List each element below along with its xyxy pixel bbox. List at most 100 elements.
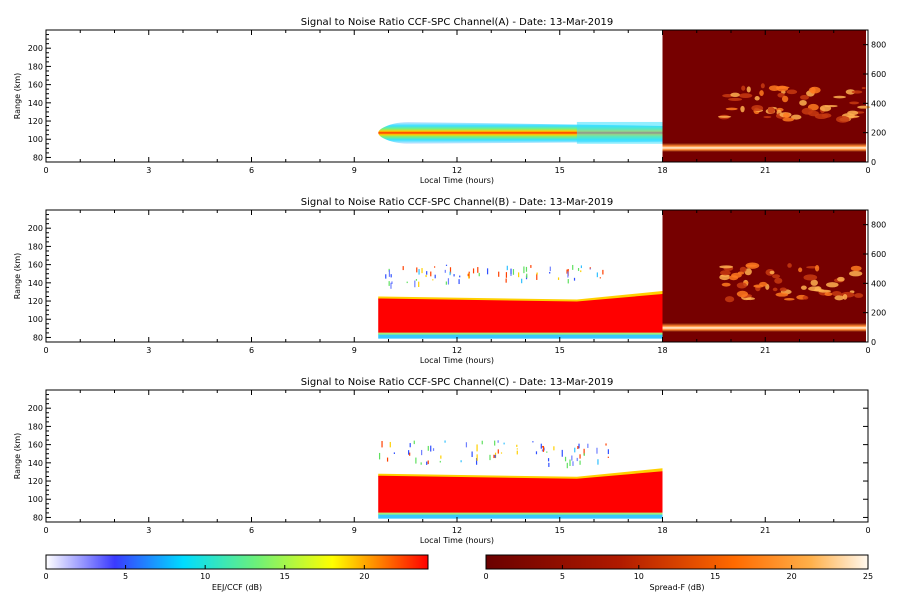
- echo-point: [605, 443, 607, 446]
- plume-blob: [836, 115, 850, 123]
- echo-point: [408, 450, 410, 455]
- echo-point: [430, 445, 432, 452]
- x-tick-label: 0: [43, 526, 48, 535]
- echo-point: [447, 278, 450, 285]
- panel-b: Signal to Noise Ratio CCF-SPC Channel(B)…: [13, 197, 886, 365]
- echo-point: [381, 440, 383, 448]
- echo-point: [416, 267, 418, 273]
- echo-point: [415, 279, 418, 281]
- echo-point: [572, 264, 574, 270]
- plume-blob: [746, 86, 751, 93]
- y2-tick-label: 800: [871, 41, 886, 50]
- echo-point: [596, 272, 598, 278]
- colorbar-label: EEJ/CCF (dB): [212, 583, 262, 592]
- echo-point: [580, 265, 582, 269]
- eej-block: [378, 294, 663, 333]
- y-tick-label: 180: [28, 242, 43, 251]
- plume-blob: [745, 262, 760, 269]
- plume-blob: [847, 110, 859, 116]
- echo-point: [472, 268, 475, 274]
- plume-blob: [768, 85, 780, 92]
- echo-point: [503, 442, 505, 445]
- y-axis-label: Range (km): [13, 253, 22, 300]
- echo-point: [481, 440, 483, 445]
- y-tick-label: 160: [28, 441, 43, 450]
- plume-blob: [808, 86, 821, 94]
- data-layer: [378, 210, 866, 342]
- spread-f-background: [662, 30, 866, 162]
- eej-band-fade: [576, 121, 663, 144]
- plume-blob: [753, 284, 764, 288]
- echo-point: [607, 456, 609, 458]
- echo-point: [567, 271, 569, 278]
- plume-blob: [814, 113, 829, 120]
- plume-blob: [728, 97, 743, 101]
- echo-point: [497, 449, 499, 454]
- spread-f-region: [662, 210, 866, 342]
- x-tick-label: 6: [249, 166, 254, 175]
- y2-axis: 0 200 400 600 800: [863, 41, 886, 167]
- plume-blob: [849, 101, 860, 105]
- y-axis: 80 100 120 140 160 180 200 Range (km): [13, 34, 51, 162]
- echo-point: [434, 274, 436, 279]
- echo-point: [475, 458, 478, 465]
- echo-point: [536, 272, 538, 275]
- echo-point: [512, 269, 515, 275]
- echo-point: [477, 267, 479, 273]
- echo-point: [433, 266, 436, 268]
- echo-point: [579, 454, 581, 459]
- colorbar-tick-label: 15: [710, 572, 720, 581]
- echo-point: [494, 454, 496, 458]
- x-tick-label: 21: [760, 526, 770, 535]
- echo-point: [458, 279, 460, 285]
- y2-tick-label: 600: [871, 250, 886, 259]
- plume-blob: [854, 293, 864, 298]
- y-axis: 80 100 120 140 160 180 200 Range (km): [13, 394, 868, 522]
- echo-point: [430, 271, 432, 277]
- colorbar-tick-label: 10: [634, 572, 644, 581]
- y2-axis: 0 200 400 600 800: [863, 221, 886, 347]
- echo-point: [569, 459, 571, 466]
- x-tick-label: 18: [657, 526, 667, 535]
- colorbar-tick-label: 15: [280, 572, 290, 581]
- plume-blob: [849, 270, 863, 277]
- echo-point: [421, 449, 423, 456]
- echo-point: [580, 270, 582, 273]
- y-axis-label: Range (km): [13, 73, 22, 120]
- x-tick-label: 15: [555, 166, 565, 175]
- plume-blob: [720, 270, 731, 276]
- echo-point: [566, 462, 568, 469]
- plume-blob: [831, 291, 842, 297]
- echo-point: [548, 462, 550, 467]
- echo-point: [526, 273, 528, 278]
- echo-point: [420, 462, 422, 465]
- x-tick-label: 0: [865, 166, 870, 175]
- echo-point: [391, 281, 393, 284]
- echo-point: [389, 441, 391, 448]
- echo-point: [572, 461, 574, 466]
- colorbar-tick-label: 20: [787, 572, 797, 581]
- x-tick-label: 15: [555, 526, 565, 535]
- plume-blob: [763, 115, 772, 119]
- x-axis: 0 3 6 9 12 15 18 21 0 Local Time (hours): [43, 390, 871, 545]
- plume-blob: [810, 279, 818, 286]
- x-tick-label: 21: [760, 166, 770, 175]
- x-tick-label: 3: [146, 166, 151, 175]
- echo-point: [460, 460, 462, 463]
- echo-point: [427, 460, 429, 465]
- echo-point: [566, 269, 568, 274]
- plume-blob: [730, 92, 740, 98]
- echo-point: [573, 277, 576, 281]
- y2-tick-label: 400: [871, 279, 886, 288]
- x-axis: 0 3 6 9 12 15 18 21 0 Local Time (hours): [43, 210, 871, 365]
- echo-point: [505, 272, 508, 278]
- y-tick-label: 160: [28, 81, 43, 90]
- plume-blob: [800, 94, 809, 100]
- plume-blob: [772, 287, 778, 292]
- y-tick-label: 100: [28, 495, 43, 504]
- plume-blob: [717, 115, 732, 118]
- x-tick-label: 0: [43, 346, 48, 355]
- plume-blob: [802, 295, 809, 300]
- colorbar-tick-label: 25: [863, 572, 873, 581]
